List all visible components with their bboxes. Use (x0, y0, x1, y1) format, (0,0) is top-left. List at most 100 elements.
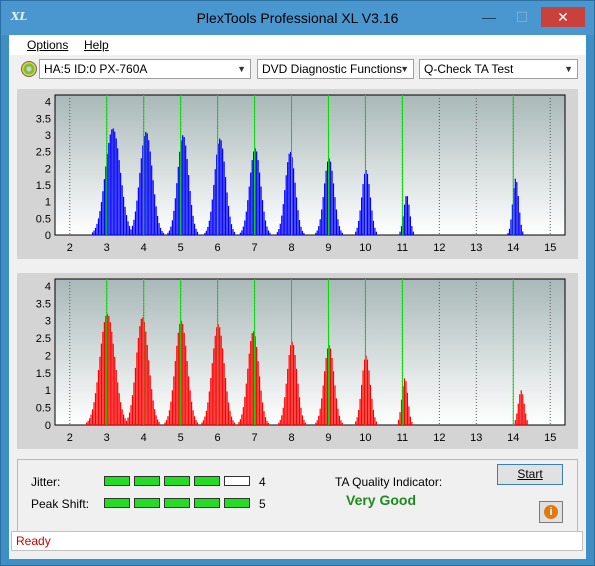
peak-shift-segment (104, 498, 130, 508)
minimize-button[interactable]: — (482, 9, 496, 25)
bottom-chart-bar (87, 420, 89, 425)
top-chart-bar (124, 206, 126, 235)
bottom-chart-bar (514, 420, 516, 425)
bottom-chart-bar (304, 422, 307, 425)
drive-select[interactable]: HA:5 ID:0 PX-760A ▼ (39, 59, 251, 79)
bottom-chart-bar (183, 332, 185, 425)
top-chart-bar (267, 230, 270, 235)
bottom-chart-x-tick-label: 10 (359, 432, 371, 444)
top-chart-bar (121, 185, 123, 235)
bottom-chart-bar (222, 348, 224, 425)
top-chart-bar (115, 138, 117, 235)
bottom-chart-bar (230, 416, 233, 425)
top-chart-bar (399, 231, 401, 235)
bottom-chart-bar (211, 363, 213, 425)
bottom-chart-bar (399, 412, 401, 425)
close-button[interactable]: ✕ (541, 7, 585, 27)
function-select[interactable]: DVD Diagnostic Functions ▼ (257, 59, 414, 79)
bottom-chart-bar (409, 416, 411, 425)
top-chart-bar (103, 179, 105, 235)
top-chart-bar (374, 227, 376, 235)
bottom-chart-x-tick-label: 5 (178, 432, 184, 444)
top-chart-bar (253, 151, 255, 235)
top-chart-bar (519, 212, 521, 235)
bottom-chart-bar (174, 361, 176, 425)
top-chart-bar (248, 186, 250, 235)
top-chart-bar (216, 154, 218, 235)
bottom-chart-bar (193, 416, 196, 425)
top-chart-bar (176, 183, 178, 235)
top-chart-bar (137, 187, 139, 235)
bottom-chart-bar (298, 397, 301, 425)
top-chart-bar (131, 225, 134, 235)
bottom-chart-bar (152, 400, 154, 425)
top-chart-bar (214, 169, 216, 235)
bottom-chart-bar (397, 419, 400, 425)
test-select[interactable]: Q-Check TA Test ▼ (419, 59, 578, 79)
bottom-chart-bar (176, 345, 178, 425)
top-chart-bar (183, 137, 185, 235)
top-chart-bar (412, 231, 414, 235)
bottom-chart-bar (216, 327, 218, 425)
bottom-chart-bar (301, 415, 304, 425)
info-button[interactable]: i (539, 501, 563, 523)
bottom-chart-bar (522, 394, 524, 425)
top-chart-bar (157, 215, 159, 235)
bottom-chart-bar (125, 420, 128, 425)
bottom-chart-bar (180, 320, 182, 425)
top-chart-bar (106, 153, 108, 235)
bottom-chart-bar (250, 341, 252, 425)
top-chart-bar (97, 218, 100, 235)
top-chart-bar (125, 214, 128, 235)
start-button[interactable]: Start (497, 464, 563, 485)
bottom-chart-bar (322, 385, 324, 425)
chevron-down-icon: ▼ (400, 64, 409, 74)
top-chart-bar (375, 231, 377, 235)
top-chart-bar (406, 196, 409, 235)
top-chart-bar (177, 166, 179, 235)
maximize-button[interactable]: ☐ (515, 9, 529, 25)
top-chart-bar (325, 170, 327, 235)
top-chart-bar (145, 131, 147, 235)
top-chart-bar (516, 182, 518, 235)
top-chart-bar (127, 221, 129, 235)
bottom-chart-bar (321, 398, 323, 425)
title-bar[interactable]: XL PlexTools Professional XL V3.16 — ☐ ✕ (1, 1, 594, 35)
top-chart-bar (408, 204, 410, 235)
top-chart-bar (300, 226, 302, 235)
bottom-chart-bar (281, 415, 283, 425)
bottom-chart-bar (115, 369, 117, 425)
top-chart-bar (276, 232, 278, 235)
top-chart-bar (341, 232, 343, 235)
peak-shift-meter (104, 498, 264, 508)
top-chart-plot-area (54, 94, 566, 236)
bottom-chart-bar (259, 376, 261, 425)
bottom-chart-bar (316, 420, 318, 425)
bottom-chart-bar (86, 422, 88, 425)
top-chart-bar (405, 196, 407, 235)
menu-options[interactable]: Options (27, 38, 68, 52)
top-chart-bar (182, 135, 184, 235)
top-chart-bar (251, 160, 253, 235)
bottom-chart-x-tick-label: 11 (397, 432, 408, 444)
bottom-chart-bar (220, 335, 222, 425)
top-chart-bar (230, 224, 233, 235)
bottom-chart-bar (253, 331, 255, 425)
top-chart-bar (118, 160, 120, 235)
top-chart-bar (112, 128, 114, 235)
bottom-chart-bar (403, 378, 406, 425)
top-chart-bar (143, 136, 145, 235)
bottom-chart-bar (164, 422, 166, 425)
top-chart-bar (123, 196, 125, 235)
top-chart-bar (301, 230, 304, 235)
bottom-chart-x-tick-label: 13 (470, 432, 482, 444)
bottom-chart-bar (325, 357, 327, 425)
top-chart-bar (285, 175, 287, 235)
bottom-chart-bar (375, 421, 377, 425)
menu-help[interactable]: Help (84, 38, 109, 52)
bottom-chart-bar (213, 348, 215, 425)
peak-shift-segment (194, 498, 220, 508)
bottom-chart-bar (371, 398, 373, 425)
bottom-chart-bar (334, 385, 336, 425)
client-area: Options Help HA:5 ID:0 PX-760A ▼ DVD Dia… (9, 35, 586, 559)
